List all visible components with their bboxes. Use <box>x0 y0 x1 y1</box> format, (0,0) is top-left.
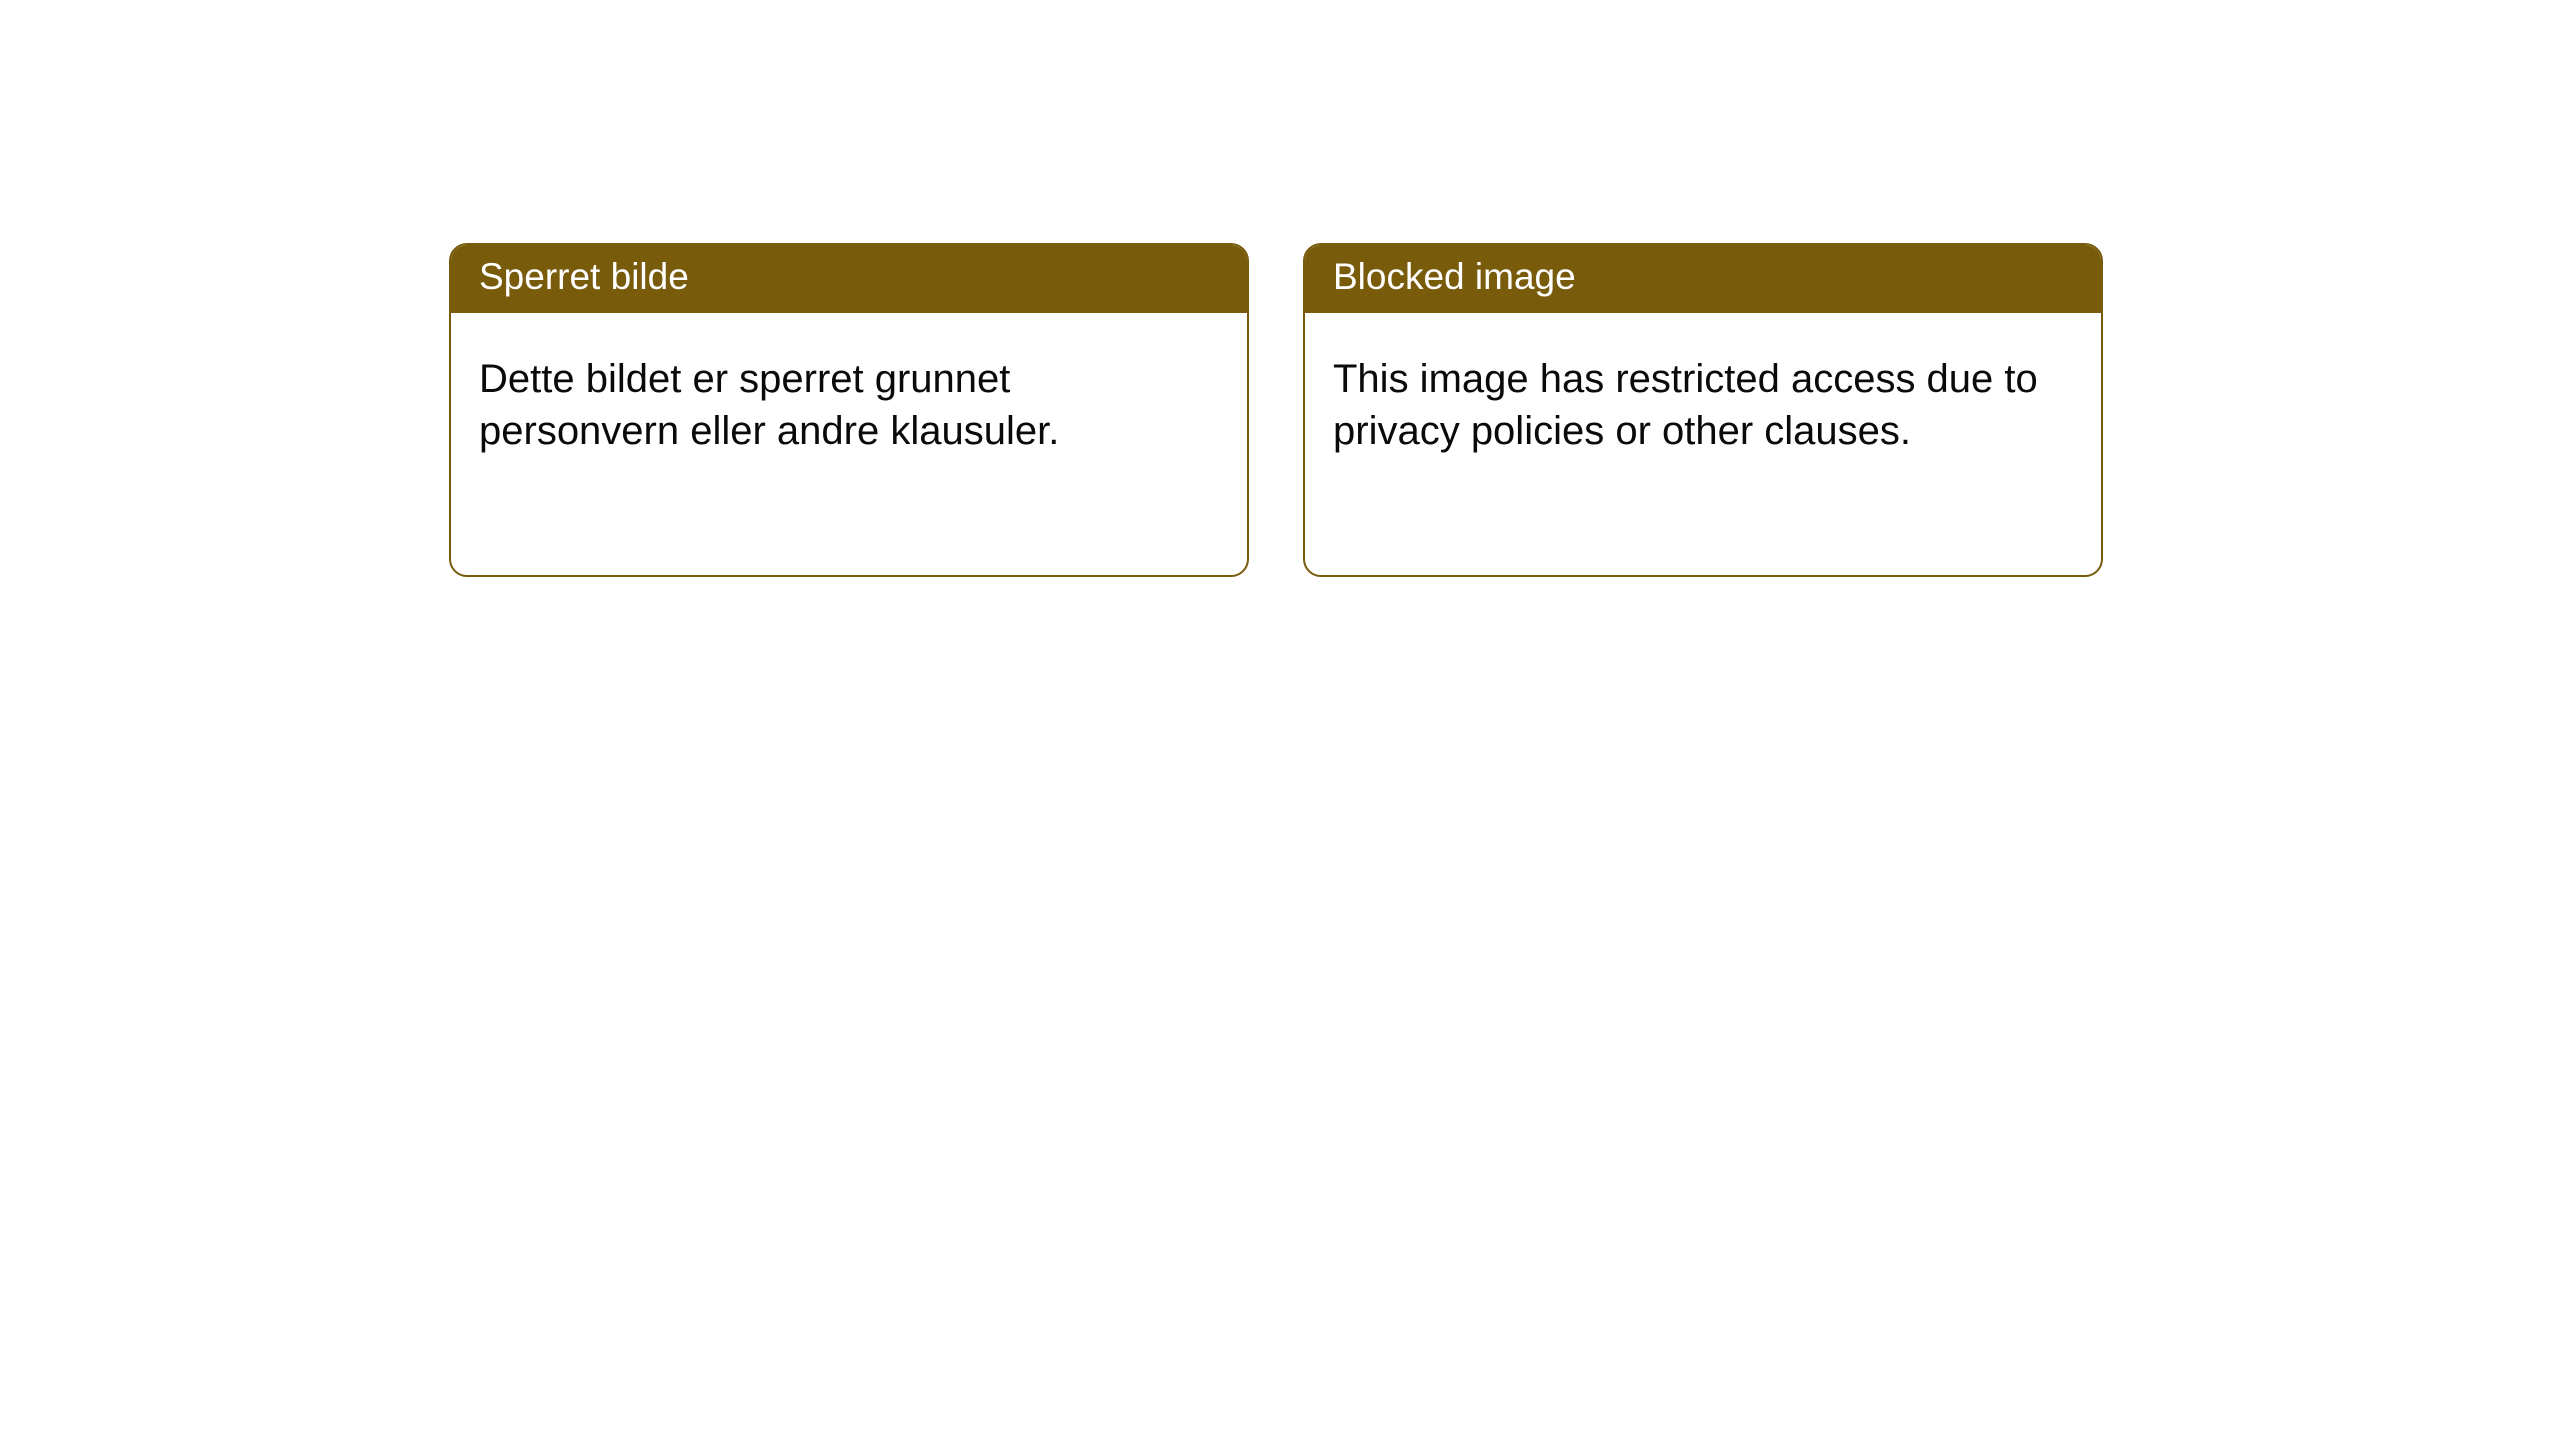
blocked-image-card-no: Sperret bilde Dette bildet er sperret gr… <box>449 243 1249 577</box>
card-body: Dette bildet er sperret grunnet personve… <box>451 313 1247 485</box>
card-body: This image has restricted access due to … <box>1305 313 2101 485</box>
card-header: Sperret bilde <box>451 245 1247 313</box>
card-body-text: This image has restricted access due to … <box>1333 357 2038 453</box>
card-title: Sperret bilde <box>479 256 689 297</box>
blocked-image-card-en: Blocked image This image has restricted … <box>1303 243 2103 577</box>
notice-container: Sperret bilde Dette bildet er sperret gr… <box>0 0 2560 577</box>
card-body-text: Dette bildet er sperret grunnet personve… <box>479 357 1059 453</box>
card-header: Blocked image <box>1305 245 2101 313</box>
card-title: Blocked image <box>1333 256 1576 297</box>
